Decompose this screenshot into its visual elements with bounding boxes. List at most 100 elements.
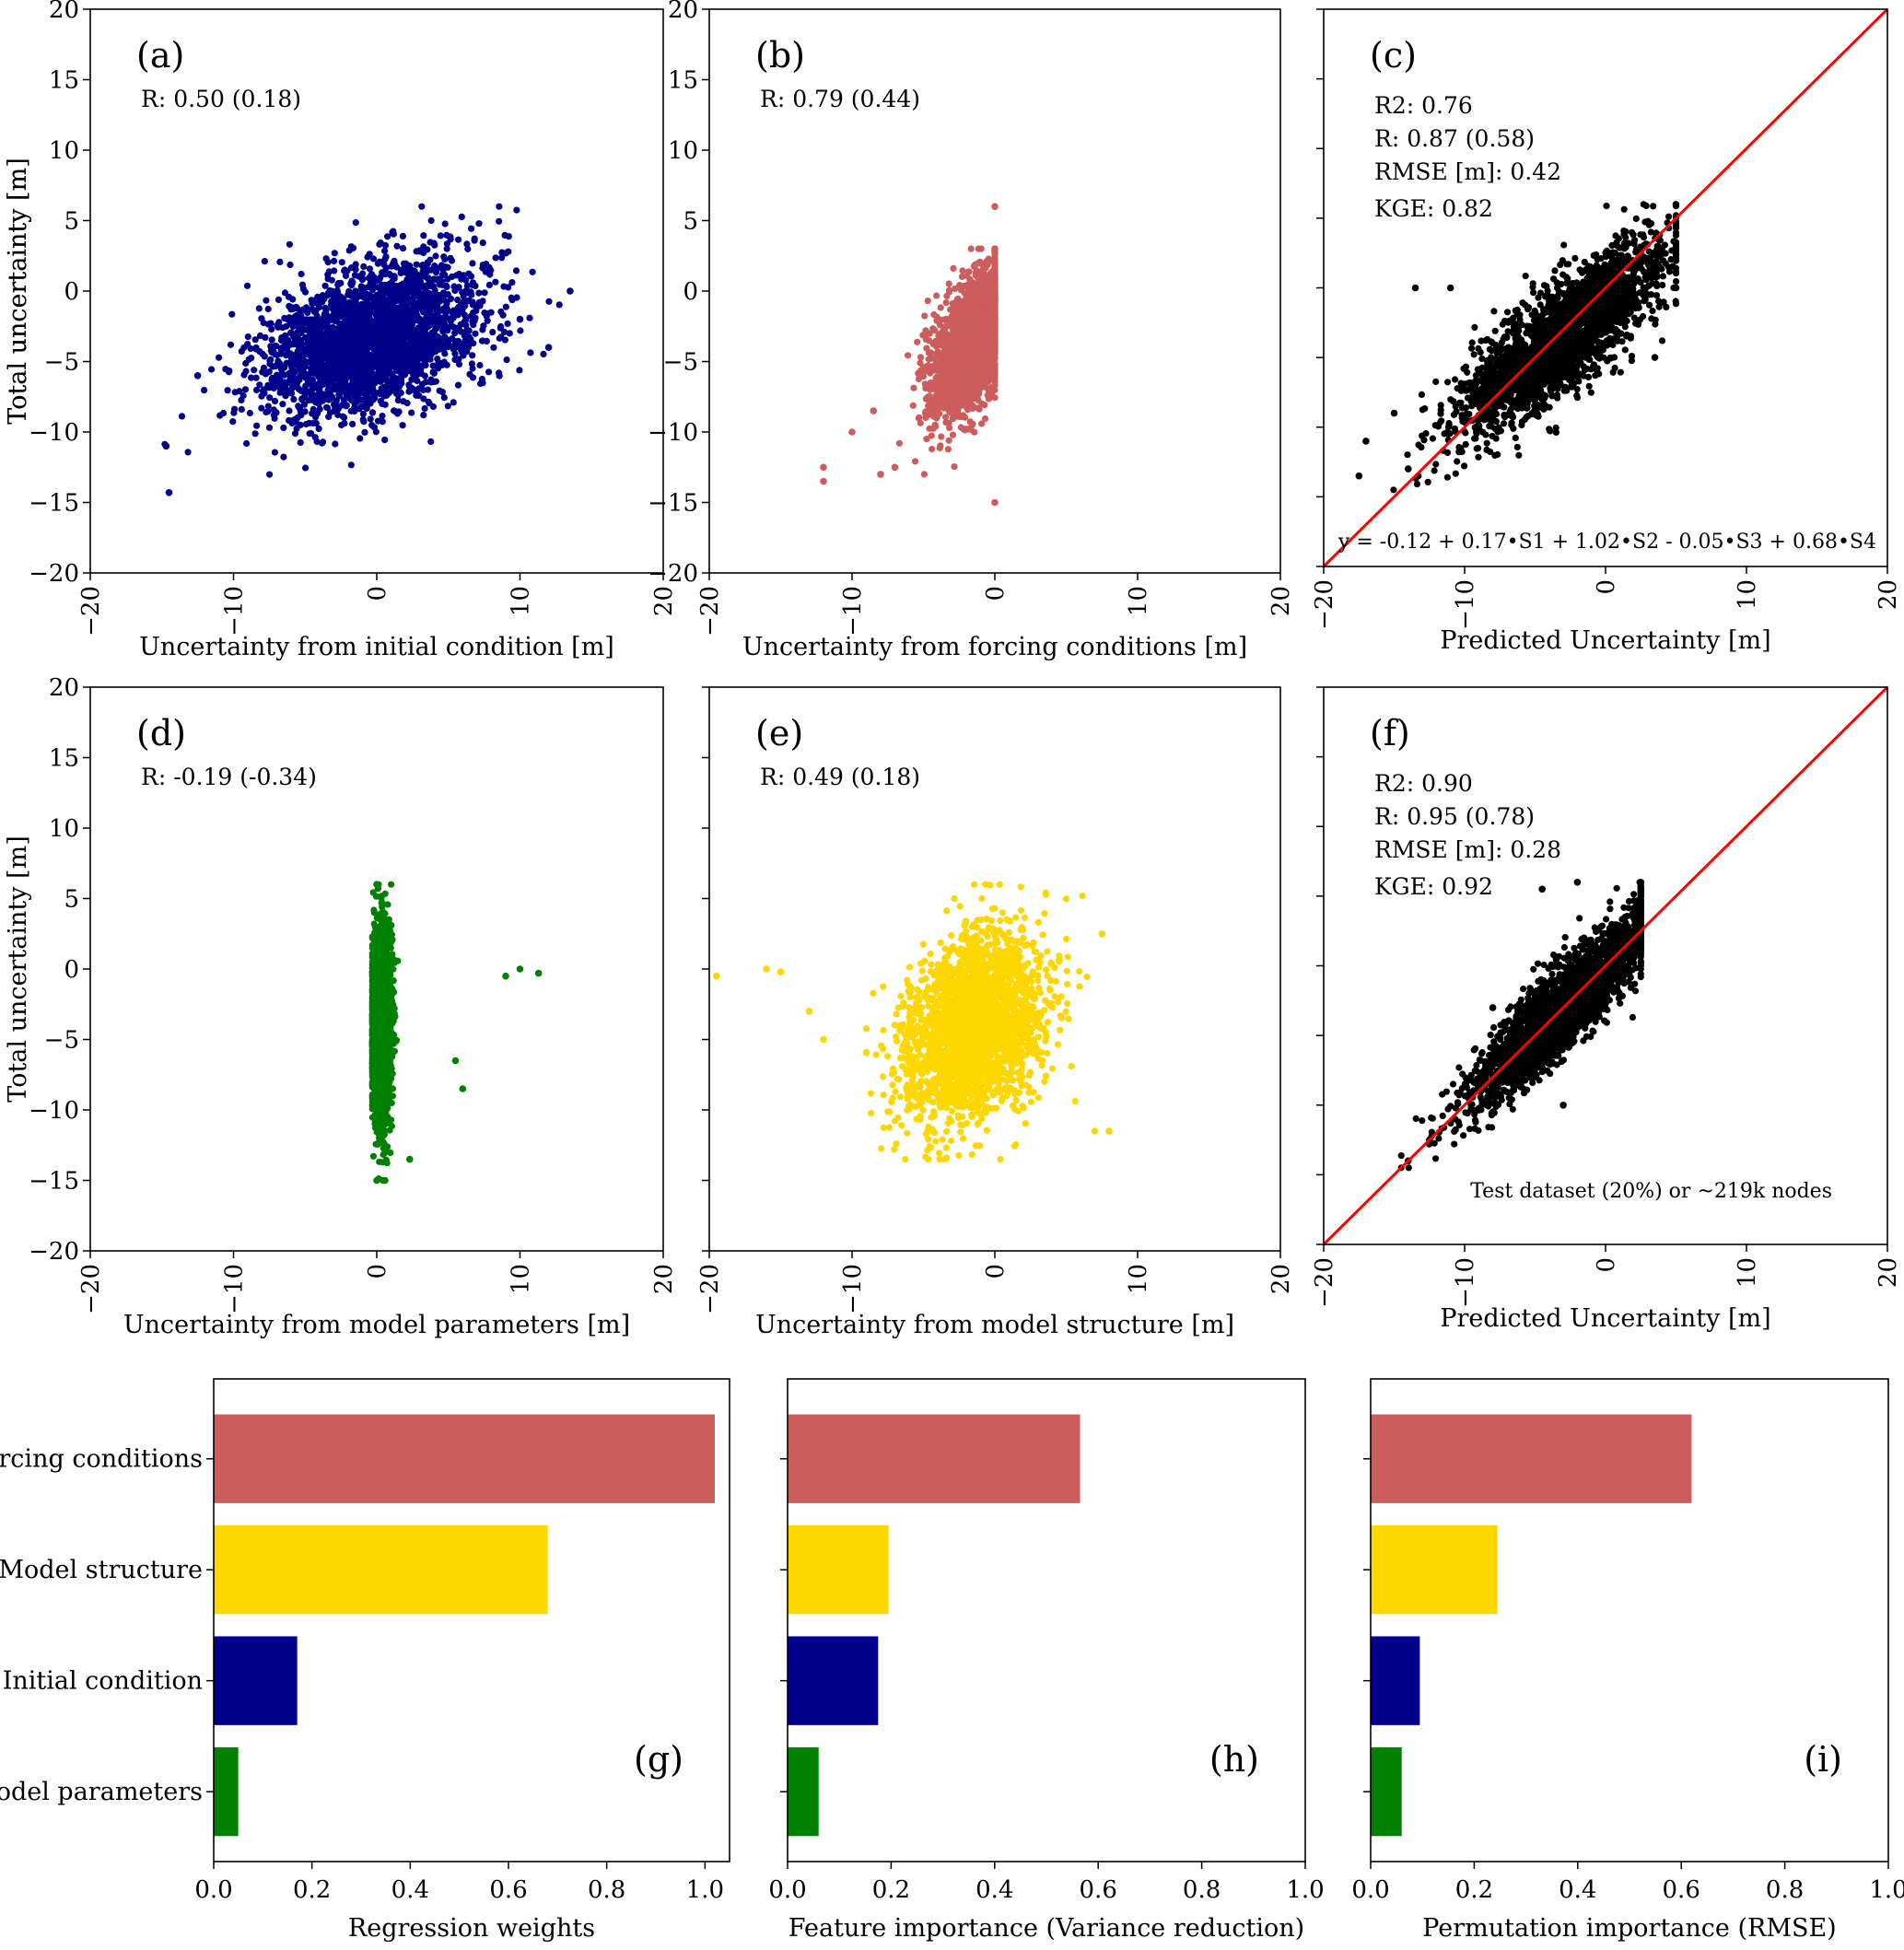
scatter-point xyxy=(376,258,383,265)
scatter-point xyxy=(286,407,293,415)
scatter-point xyxy=(420,412,427,419)
scatter-point xyxy=(952,413,959,420)
scatter-point xyxy=(361,313,368,321)
scatter-point xyxy=(924,298,931,305)
scatter-point xyxy=(379,356,386,363)
scatter-point xyxy=(489,329,496,336)
scatter-point xyxy=(332,440,339,448)
y-tick-label: 10 xyxy=(49,137,79,165)
scatter-point xyxy=(407,283,415,290)
scatter-point xyxy=(939,329,946,336)
scatter-point xyxy=(498,249,506,256)
scatter-point xyxy=(487,266,495,274)
scatter-point xyxy=(526,314,533,321)
scatter-point xyxy=(276,258,284,265)
scatter-point xyxy=(295,322,302,330)
scatter-point xyxy=(359,415,367,424)
scatter-point xyxy=(450,323,457,331)
scatter-point xyxy=(369,300,377,308)
scatter-point xyxy=(224,387,231,394)
scatter-point xyxy=(342,321,350,329)
scatter-point xyxy=(422,343,429,350)
scatter-point xyxy=(393,242,401,250)
scatter-point xyxy=(298,312,305,320)
scatter-point xyxy=(229,418,237,426)
scatter-point xyxy=(437,232,444,239)
scatter-point xyxy=(358,276,366,284)
scatter-point xyxy=(266,471,274,478)
scatter-point xyxy=(484,309,491,318)
scatter-point xyxy=(923,344,930,352)
scatter-point xyxy=(960,381,967,389)
scatter-point xyxy=(316,333,323,341)
scatter-point xyxy=(271,397,279,404)
y-tick-label: 5 xyxy=(64,208,79,236)
scatter-point xyxy=(267,320,275,327)
scatter-point xyxy=(401,359,408,367)
scatter-point xyxy=(341,309,348,316)
scatter-point xyxy=(302,420,310,428)
scatter-point xyxy=(430,328,438,335)
scatter-point xyxy=(923,436,930,443)
scatter-point xyxy=(332,403,339,411)
scatter-point xyxy=(397,317,404,324)
scatter-point xyxy=(422,314,430,321)
scatter-point xyxy=(396,356,403,364)
scatter-point xyxy=(469,352,476,359)
scatter-point xyxy=(944,446,952,453)
scatter-point xyxy=(929,409,937,416)
scatter-point xyxy=(954,398,962,406)
scatter-point xyxy=(430,378,438,386)
scatter-point xyxy=(387,357,394,365)
scatter-point xyxy=(424,386,432,393)
scatter-point xyxy=(431,263,438,270)
scatter-point xyxy=(338,259,345,266)
scatter-point xyxy=(498,254,506,262)
scatter-point xyxy=(390,309,397,316)
x-tick-label: −20 xyxy=(77,586,105,636)
scatter-point xyxy=(360,263,368,270)
scatter-point xyxy=(438,281,446,288)
scatter-point xyxy=(438,361,446,368)
scatter-point xyxy=(950,264,957,272)
scatter-point xyxy=(407,309,415,316)
scatter-point xyxy=(448,257,456,264)
scatter-point xyxy=(932,359,940,367)
scatter-point xyxy=(540,350,547,357)
scatter-point xyxy=(437,342,444,349)
scatter-point xyxy=(914,338,921,345)
scatter-point xyxy=(404,332,412,339)
scatter-point xyxy=(545,298,553,305)
scatter-point xyxy=(319,292,326,299)
scatter-point xyxy=(422,361,429,368)
scatter-point xyxy=(382,264,390,272)
scatter-point xyxy=(291,430,299,438)
panel-label: (a) xyxy=(136,35,184,76)
scatter-point xyxy=(326,387,333,394)
scatter-point xyxy=(462,276,470,284)
scatter-point xyxy=(949,431,957,438)
scatter-point xyxy=(299,306,307,313)
scatter-point xyxy=(413,391,420,399)
scatter-point xyxy=(302,371,310,379)
scatter-point xyxy=(451,344,460,351)
scatter-point xyxy=(394,397,402,404)
scatter-point xyxy=(458,304,466,311)
scatter-point xyxy=(243,282,251,289)
scatter-point xyxy=(270,412,278,419)
scatter-point xyxy=(314,293,321,300)
scatter-point xyxy=(309,410,316,417)
scatter-point xyxy=(909,402,917,409)
scatter-point xyxy=(282,392,289,400)
scatter-point xyxy=(483,337,491,344)
scatter-point xyxy=(432,348,439,356)
scatter-point xyxy=(388,338,395,345)
scatter-point xyxy=(216,354,223,361)
scatter-point xyxy=(415,318,424,325)
scatter-point xyxy=(497,308,505,315)
scatter-point xyxy=(447,233,454,240)
scatter-point xyxy=(415,385,423,392)
scatter-point xyxy=(368,351,375,358)
scatter-point xyxy=(226,368,233,375)
scatter-point xyxy=(437,307,445,314)
